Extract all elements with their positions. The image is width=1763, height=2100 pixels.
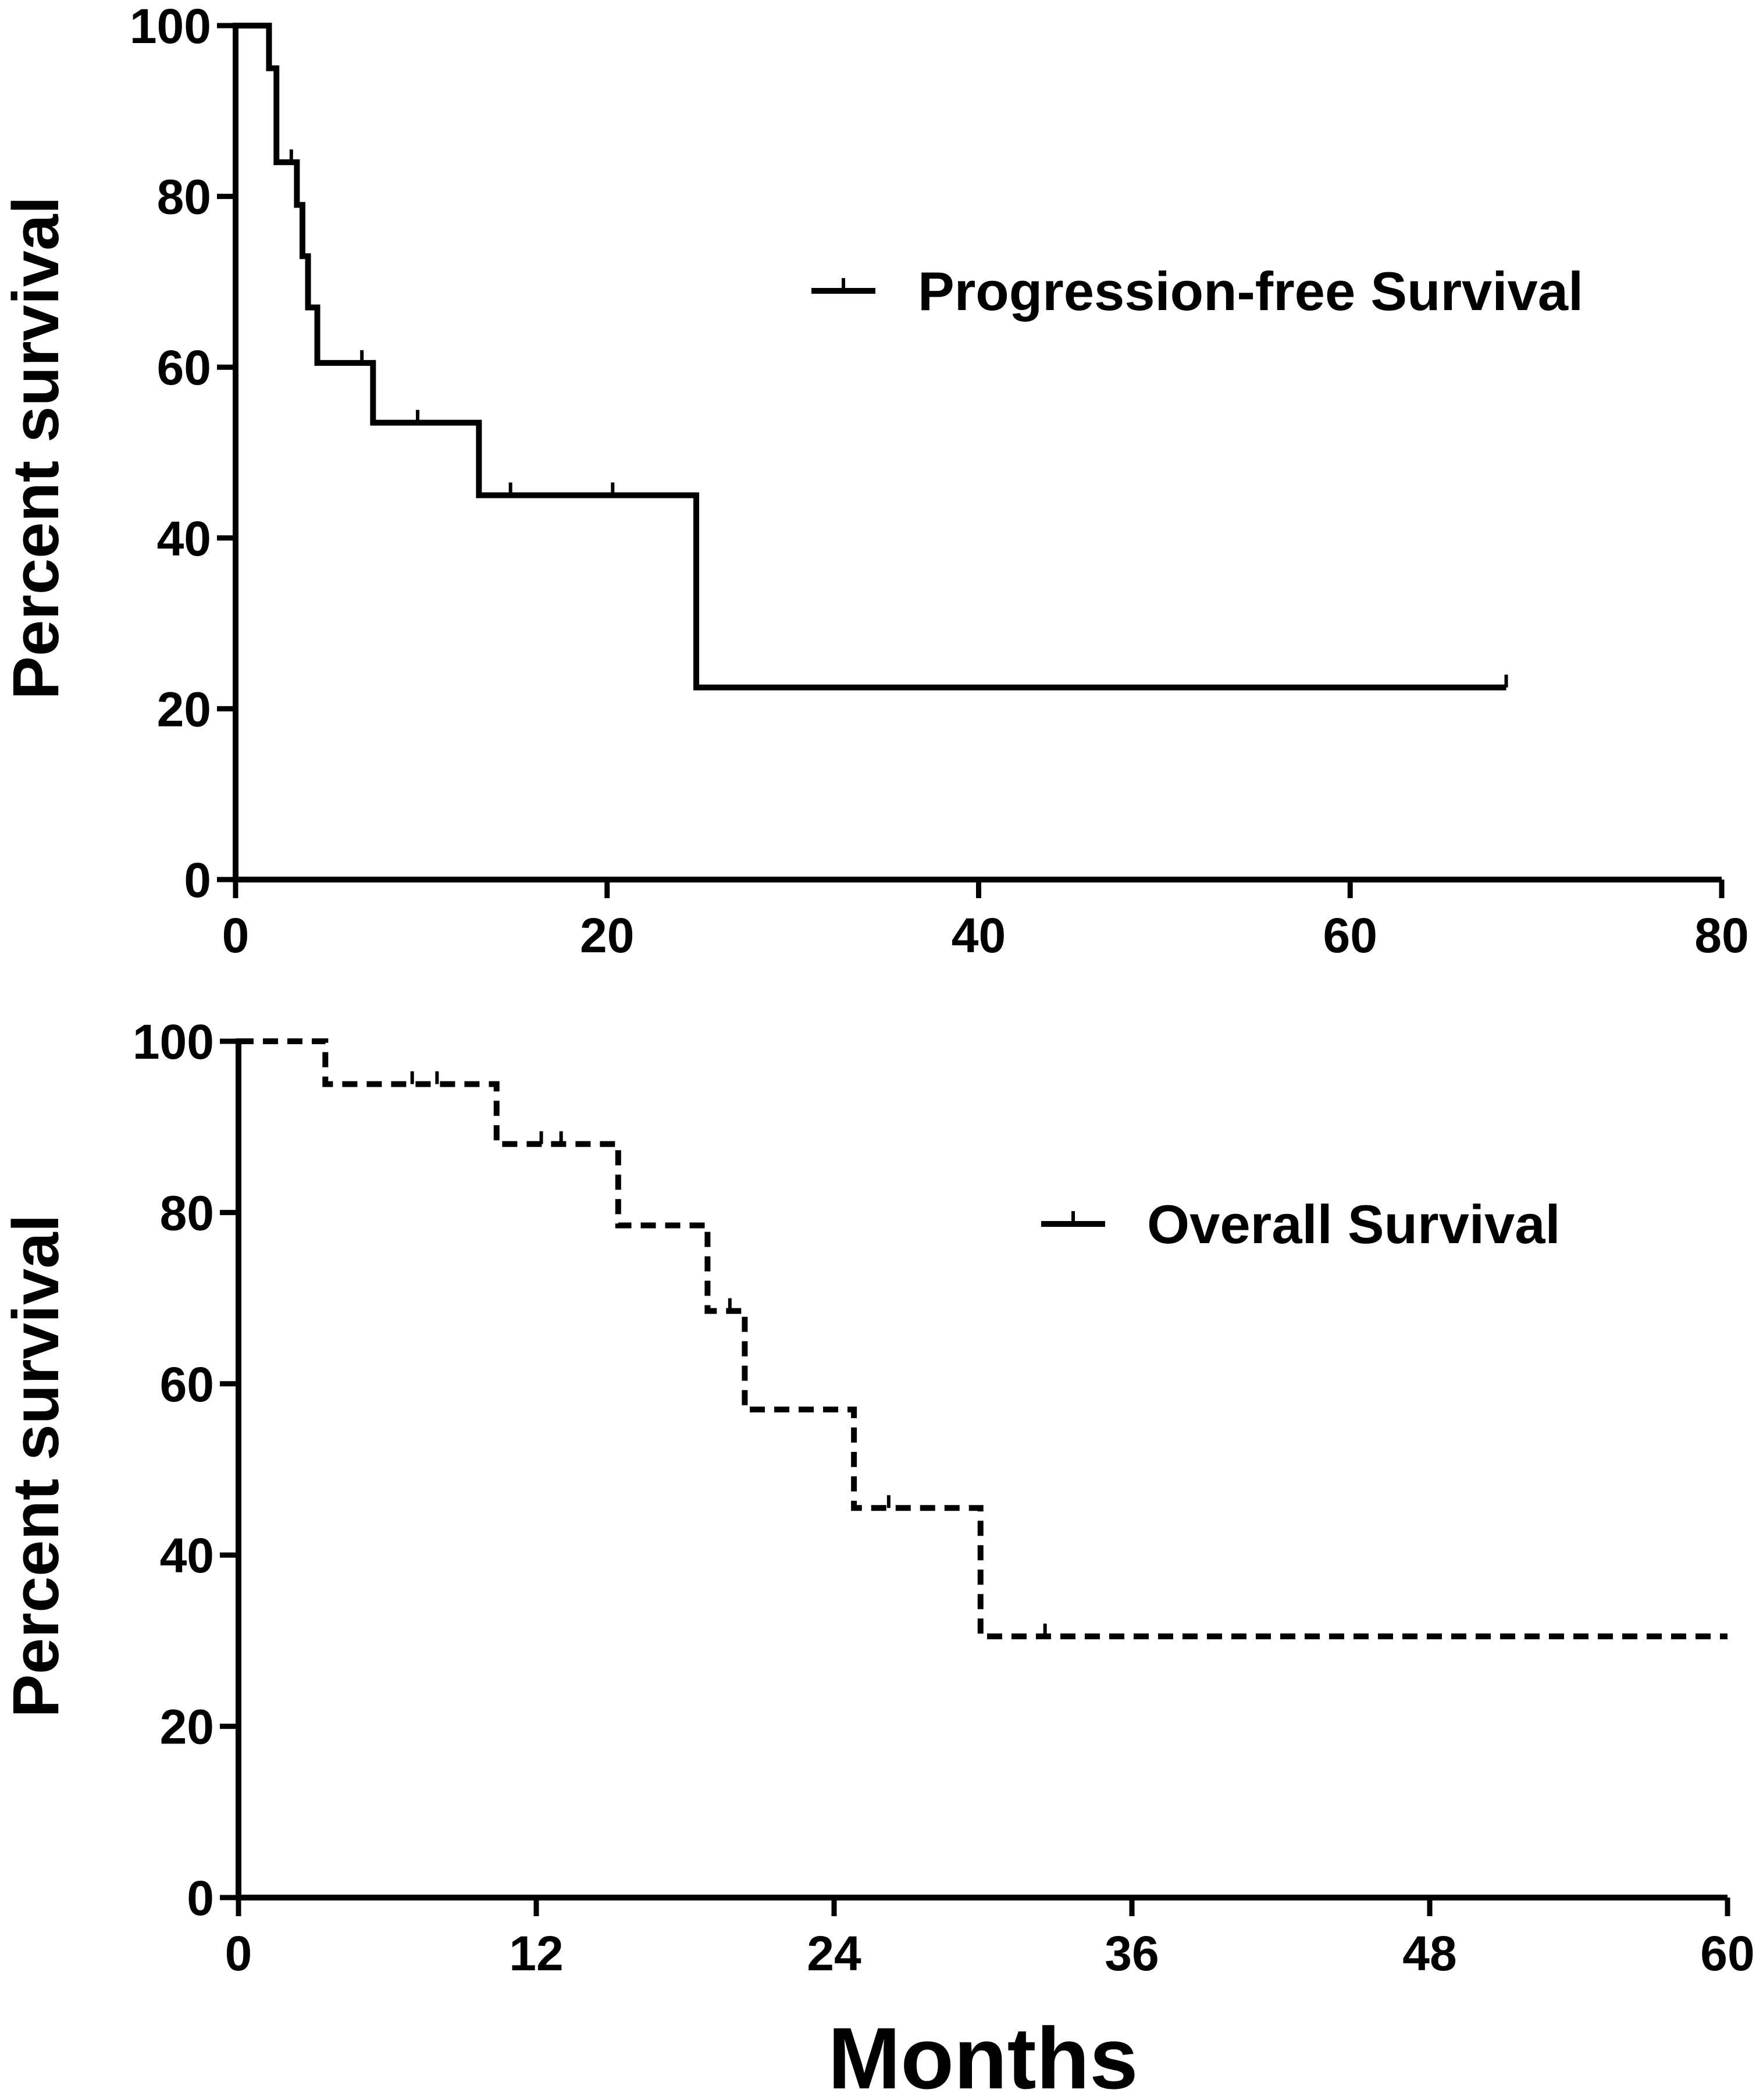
os-survival-step-line bbox=[238, 1038, 1728, 1640]
pfs-x-ticks: 0 20 40 60 80 bbox=[222, 880, 1749, 963]
pfs-x-tick-label-60: 60 bbox=[1323, 908, 1377, 963]
pfs-y-tick-label-0: 0 bbox=[184, 853, 211, 907]
pfs-y-axis-title: Percent survival bbox=[0, 196, 72, 699]
os-x-tick-label-0: 0 bbox=[225, 1926, 252, 1981]
pfs-legend: Progression-free Survival bbox=[811, 261, 1583, 322]
os-y-tick-label-60: 60 bbox=[160, 1357, 214, 1412]
pfs-survival-step-line bbox=[236, 23, 1506, 690]
os-x-tick-label-48: 48 bbox=[1402, 1926, 1456, 1981]
pfs-y-ticks: 0 20 40 60 80 100 bbox=[130, 0, 236, 907]
os-y-tick-label-0: 0 bbox=[187, 1871, 214, 1925]
pfs-y-tick-label-40: 40 bbox=[157, 511, 211, 566]
pfs-x-tick-label-40: 40 bbox=[952, 908, 1006, 963]
os-censor-marks bbox=[410, 1071, 1047, 1637]
pfs-axes bbox=[233, 23, 1722, 882]
pfs-legend-label: Progression-free Survival bbox=[918, 261, 1583, 322]
pfs-y-tick-label-20: 20 bbox=[157, 682, 211, 736]
pfs-y-tick-label-60: 60 bbox=[157, 340, 211, 395]
months-x-axis-title: Months bbox=[828, 2009, 1138, 2100]
os-legend: Overall Survival bbox=[1041, 1194, 1561, 1255]
os-series bbox=[238, 1038, 1728, 1640]
os-x-tick-label-60: 60 bbox=[1700, 1926, 1754, 1981]
os-y-axis-title: Percent survival bbox=[0, 1214, 72, 1717]
os-chart-panel: Percent survival 0 20 40 60 80 100 0 12 24 36 48 6… bbox=[0, 1015, 1755, 1981]
os-y-tick-label-80: 80 bbox=[160, 1186, 214, 1240]
os-y-tick-label-40: 40 bbox=[160, 1528, 214, 1583]
os-x-tick-label-24: 24 bbox=[807, 1926, 861, 1981]
pfs-x-tick-label-20: 20 bbox=[580, 908, 634, 963]
pfs-x-tick-label-0: 0 bbox=[222, 908, 250, 963]
pfs-x-tick-label-80: 80 bbox=[1694, 908, 1748, 963]
os-y-tick-label-20: 20 bbox=[160, 1700, 214, 1754]
os-x-tick-label-12: 12 bbox=[509, 1926, 563, 1981]
os-y-ticks: 0 20 40 60 80 100 bbox=[133, 1015, 238, 1925]
pfs-y-tick-label-100: 100 bbox=[130, 0, 211, 54]
pfs-censor-marks bbox=[289, 149, 1508, 688]
os-x-tick-label-36: 36 bbox=[1105, 1926, 1159, 1981]
pfs-y-tick-label-80: 80 bbox=[157, 170, 211, 225]
os-legend-label: Overall Survival bbox=[1147, 1194, 1561, 1255]
pfs-series bbox=[236, 23, 1506, 690]
os-axes bbox=[236, 1038, 1728, 1900]
os-y-tick-label-100: 100 bbox=[133, 1015, 214, 1069]
os-x-ticks: 0 12 24 36 48 60 bbox=[225, 1898, 1755, 1981]
